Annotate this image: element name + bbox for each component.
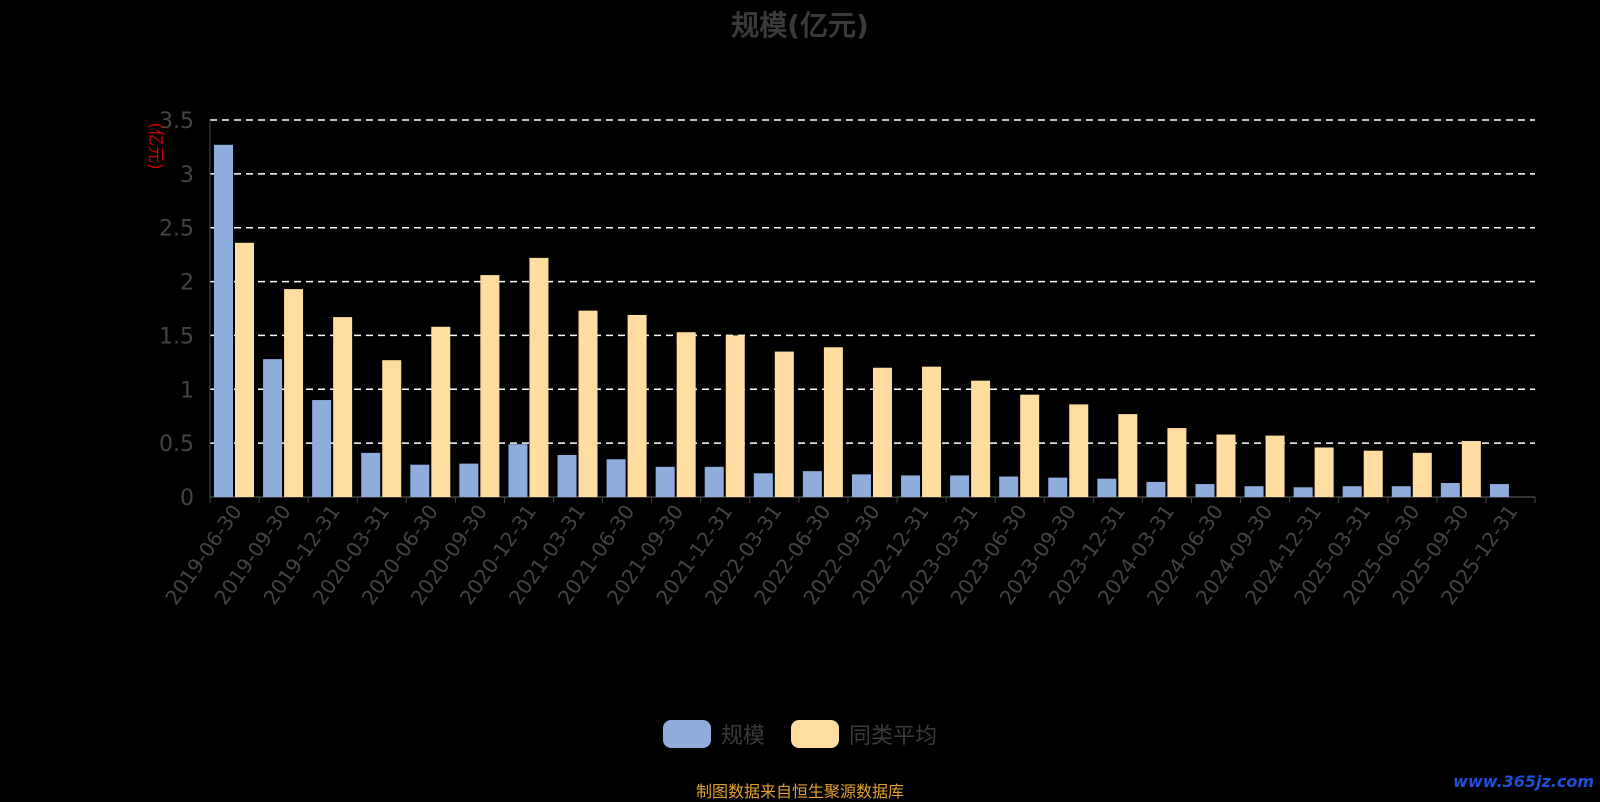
legend-swatch-scale: [662, 720, 711, 748]
bar-scale: [753, 473, 773, 497]
bar-scale: [312, 400, 332, 497]
legend-swatch-peer-average: [791, 720, 839, 748]
bar-peer-average: [1314, 447, 1334, 497]
bar-peer-average: [333, 317, 353, 497]
legend-label-peer-average: 同类平均: [849, 724, 938, 749]
bar-peer-average: [872, 367, 892, 497]
grid-lines: [210, 119, 1535, 444]
bar-scale: [1489, 484, 1509, 497]
bar-scale: [557, 454, 577, 497]
bar-scale: [851, 474, 871, 497]
bar-scale: [704, 466, 724, 497]
bar-scale: [1146, 481, 1166, 497]
y-tick-label: 1: [180, 378, 194, 403]
legend-item-peer-average[interactable]: 同类平均: [791, 718, 937, 750]
y-tick-label: 1.5: [159, 324, 194, 349]
axes: [209, 120, 1536, 503]
bar-scale: [802, 471, 822, 497]
bar-scale: [1440, 482, 1460, 497]
bar-peer-average: [1118, 414, 1138, 497]
bar-peer-average: [627, 314, 647, 497]
y-tick-label: 0: [180, 486, 194, 511]
bar-scale: [361, 452, 381, 497]
bar-peer-average: [725, 335, 745, 497]
bar-scale: [1195, 484, 1215, 497]
y-tick-label: 2.5: [159, 217, 194, 242]
bar-peer-average: [382, 360, 402, 497]
bar-scale: [1293, 487, 1313, 497]
bar-scale: [1097, 478, 1117, 497]
bar-peer-average: [431, 326, 451, 497]
bar-scale: [999, 476, 1019, 497]
legend-label-scale: 规模: [720, 724, 765, 749]
bar-peer-average: [1363, 450, 1383, 497]
bar-peer-average: [1069, 404, 1089, 497]
bar-scale: [606, 459, 626, 497]
bar-scale: [214, 144, 233, 497]
bar-peer-average: [284, 289, 304, 497]
bar-peer-average: [480, 275, 500, 497]
bar-peer-average: [1167, 428, 1187, 497]
watermark: www.365jz.com: [1453, 772, 1594, 791]
bar-peer-average: [235, 242, 254, 497]
bar-peer-average: [1461, 440, 1481, 497]
bar-peer-average: [578, 310, 598, 497]
data-source-note: 制图数据来自恒生聚源数据库: [695, 782, 904, 801]
y-tick-label: 3.5: [159, 109, 194, 134]
bar-peer-average: [676, 332, 696, 497]
bar-scale: [459, 463, 479, 497]
bar-scale: [655, 466, 675, 497]
bar-chart: 00.511.522.533.52019-06-302019-09-302019…: [145, 109, 1536, 609]
bar-peer-average: [922, 366, 942, 497]
bar-scale: [901, 475, 921, 497]
bar-scale: [410, 464, 430, 497]
bar-scale: [950, 475, 970, 497]
bar-scale: [1342, 486, 1362, 497]
bar-peer-average: [971, 380, 991, 497]
bar-scale: [1048, 477, 1068, 497]
y-tick-label: 0.5: [159, 432, 194, 457]
y-tick-label: 3: [180, 163, 194, 188]
bar-peer-average: [1216, 434, 1236, 497]
legend: 规模 同类平均: [0, 718, 1600, 750]
bar-scale: [1244, 486, 1264, 497]
bar-peer-average: [1412, 452, 1432, 497]
chart-title: 规模(亿元): [731, 9, 869, 42]
bar-scale: [508, 444, 528, 497]
y-tick-label: 2: [180, 271, 194, 296]
bar-peer-average: [1265, 435, 1285, 497]
legend-item-scale[interactable]: 规模: [662, 718, 765, 750]
bar-peer-average: [823, 347, 843, 497]
y-axis-label: (亿元): [145, 122, 165, 169]
bars: [214, 144, 1509, 497]
bar-scale: [1391, 486, 1411, 497]
bar-peer-average: [529, 257, 549, 497]
bar-peer-average: [774, 351, 794, 497]
bar-scale: [263, 359, 283, 497]
bar-peer-average: [1020, 394, 1040, 497]
